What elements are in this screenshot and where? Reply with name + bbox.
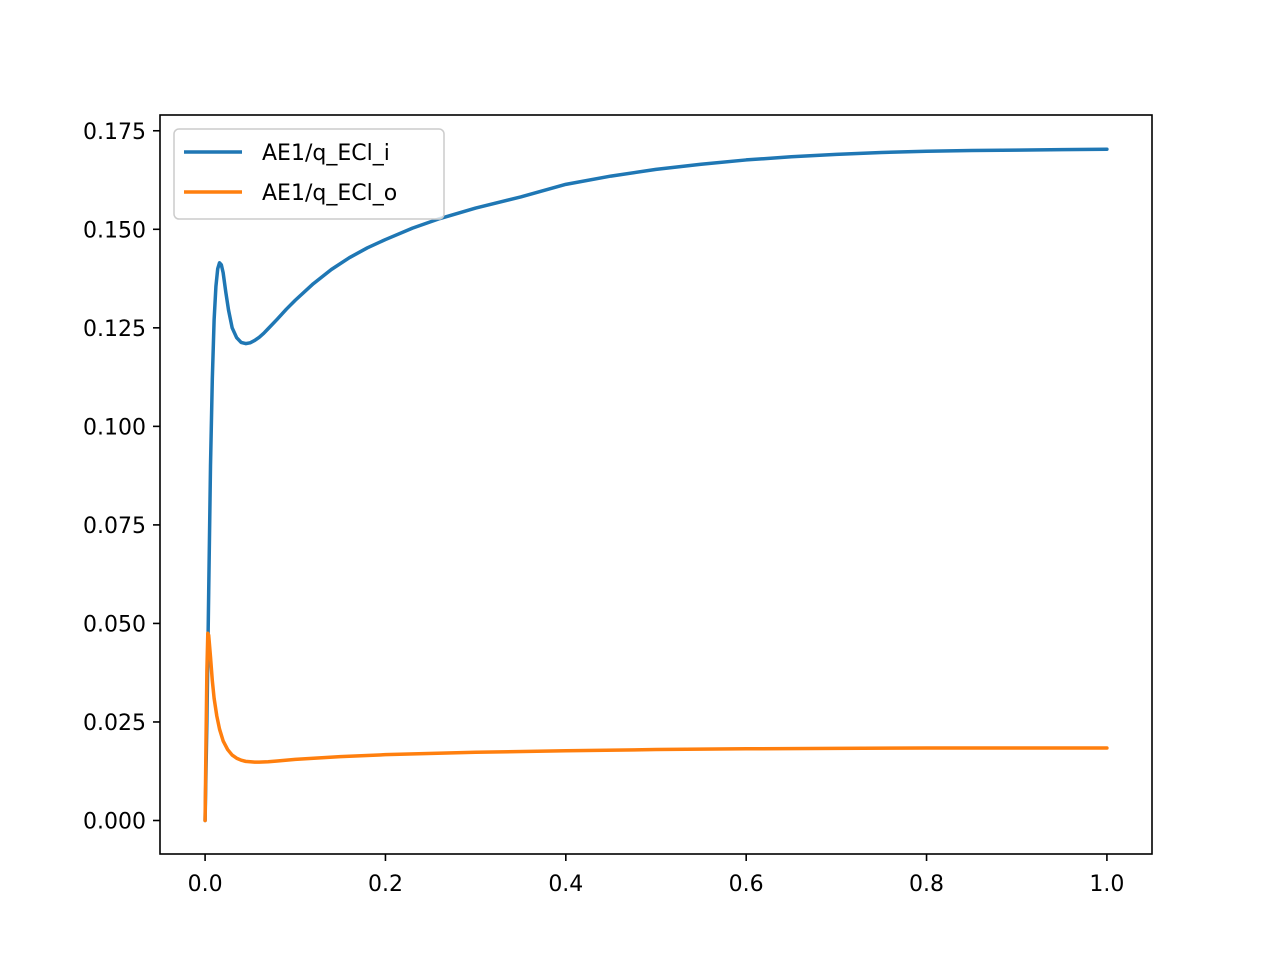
x-tick-label: 0.0	[188, 872, 223, 897]
x-tick-label: 0.6	[729, 872, 764, 897]
x-tick-label: 0.8	[909, 872, 944, 897]
y-tick-label: 0.050	[83, 612, 146, 637]
legend-label-series-2: AE1/q_ECl_o	[262, 181, 397, 206]
plot-area-frame	[159, 114, 1153, 855]
x-tick-label: 1.0	[1089, 872, 1124, 897]
y-tick-label: 0.000	[83, 809, 146, 834]
x-axis: 0.0 0.2 0.4 0.6 0.8 1.0	[188, 854, 1124, 897]
y-tick-label: 0.175	[83, 120, 146, 145]
legend: AE1/q_ECl_i AE1/q_ECl_o	[173, 128, 445, 220]
y-tick-label: 0.025	[83, 711, 146, 736]
series-line-2	[203, 631, 1109, 823]
y-tick-label: 0.125	[83, 317, 146, 342]
y-tick-label: 0.150	[83, 218, 146, 243]
x-tick-label: 0.2	[368, 872, 403, 897]
y-tick-label: 0.075	[83, 514, 146, 539]
y-axis: 0.000 0.025 0.050 0.075 0.100 0.125 0.150 0.175	[83, 120, 160, 834]
x-tick-label: 0.4	[548, 872, 583, 897]
series-layer	[203, 147, 1109, 823]
legend-label-series-1: AE1/q_ECl_i	[262, 141, 390, 166]
y-tick-label: 0.100	[83, 415, 146, 440]
series-line-1	[203, 147, 1109, 823]
